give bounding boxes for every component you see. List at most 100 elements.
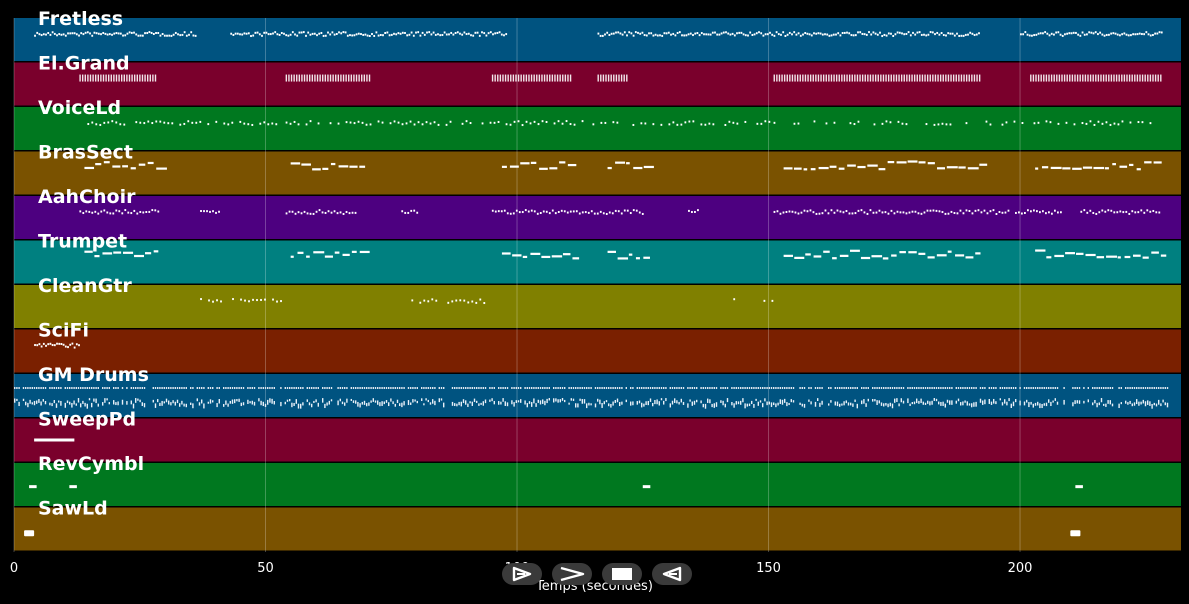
note <box>500 210 503 213</box>
note <box>613 74 615 82</box>
note <box>1058 74 1061 82</box>
note <box>694 210 696 213</box>
note <box>803 387 806 389</box>
note <box>722 400 724 406</box>
track-lane <box>14 374 1181 417</box>
note <box>1098 211 1101 214</box>
note <box>549 74 551 82</box>
note <box>507 74 509 82</box>
note <box>1046 256 1052 259</box>
note <box>394 387 396 389</box>
note <box>141 402 143 406</box>
note <box>610 32 613 35</box>
track-label: AahChoir <box>38 186 136 208</box>
note <box>1019 400 1021 406</box>
note <box>445 33 448 36</box>
note <box>781 387 784 389</box>
note <box>296 34 299 37</box>
note <box>399 32 402 35</box>
note <box>825 74 827 82</box>
note <box>883 403 885 407</box>
rewind-button[interactable] <box>652 563 692 585</box>
note <box>929 209 932 212</box>
note <box>863 33 866 36</box>
note <box>103 161 110 164</box>
note <box>141 74 144 82</box>
note <box>154 209 157 212</box>
note <box>826 33 829 36</box>
note <box>726 387 729 389</box>
play-button[interactable] <box>502 563 542 585</box>
note <box>95 32 98 35</box>
note <box>520 399 522 403</box>
note <box>94 74 97 82</box>
note <box>999 398 1001 401</box>
note <box>727 32 730 35</box>
note <box>87 123 90 126</box>
note <box>154 74 157 82</box>
note <box>674 398 676 403</box>
note <box>142 211 145 214</box>
note <box>357 120 360 123</box>
note <box>753 403 755 408</box>
note <box>156 167 167 170</box>
note <box>737 401 740 405</box>
note <box>91 121 94 124</box>
note <box>569 123 572 126</box>
note <box>84 31 87 34</box>
note <box>612 401 614 406</box>
note <box>407 211 410 214</box>
note <box>86 387 88 389</box>
note <box>922 387 924 389</box>
note <box>546 398 548 404</box>
note <box>526 403 528 408</box>
note <box>494 210 497 213</box>
stop-button[interactable] <box>602 563 642 585</box>
note <box>539 400 542 405</box>
note <box>64 34 67 37</box>
forward-button[interactable] <box>552 563 592 585</box>
note <box>58 400 60 403</box>
note <box>203 387 205 389</box>
note <box>484 387 487 389</box>
note <box>1143 211 1146 214</box>
note <box>1041 166 1049 169</box>
note <box>533 210 536 213</box>
note <box>364 33 367 36</box>
note <box>443 387 445 389</box>
note <box>91 402 93 408</box>
note <box>641 212 644 215</box>
note <box>802 33 804 36</box>
note <box>958 34 961 37</box>
note <box>465 387 467 389</box>
note <box>676 31 679 34</box>
note <box>264 387 267 389</box>
note <box>1096 402 1098 408</box>
note <box>381 401 383 406</box>
note <box>456 31 459 34</box>
note <box>1130 34 1132 37</box>
note <box>944 403 946 408</box>
note <box>432 387 434 389</box>
note <box>157 387 159 389</box>
note <box>100 210 103 213</box>
note-group <box>87 120 278 126</box>
note <box>1089 74 1092 82</box>
note <box>902 387 905 389</box>
note <box>1136 168 1141 171</box>
note <box>818 166 829 170</box>
note <box>1166 387 1169 389</box>
note <box>599 34 602 37</box>
note <box>123 123 126 126</box>
note <box>688 209 690 212</box>
note <box>982 400 984 405</box>
note <box>971 212 974 215</box>
note <box>29 387 31 389</box>
note <box>240 298 242 301</box>
note <box>790 387 792 389</box>
note-group <box>230 31 508 38</box>
note <box>1110 209 1113 212</box>
note <box>179 403 181 407</box>
note <box>469 122 472 125</box>
note <box>491 387 493 389</box>
